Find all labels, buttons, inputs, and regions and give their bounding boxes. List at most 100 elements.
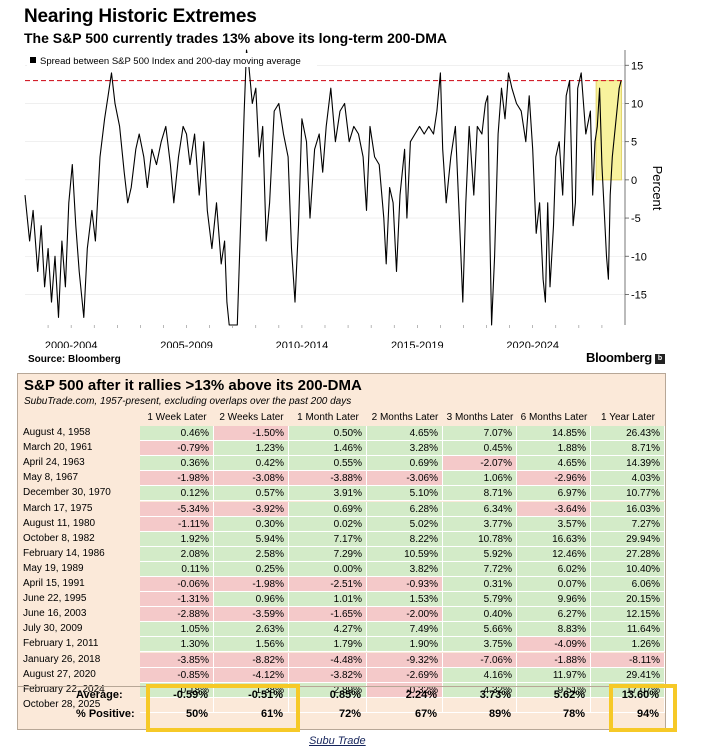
table-cell: 9.96% (517, 592, 591, 608)
table-row: June 22, 1995 -1.31% 0.96% 1.01% 1.53% 5.79% 9… (18, 592, 667, 608)
table-cell: 4.65% (367, 426, 443, 441)
column-header: 1 Month Later (297, 412, 359, 423)
table-row: May 19, 1989 0.11% 0.25% 0.00% 3.82% 7.72% 6.0… (18, 561, 667, 577)
summary-value: 89% (488, 708, 511, 720)
table-cell: 1.26% (591, 637, 665, 653)
table-row: August 11, 1980 -1.11% 0.30% 0.02% 5.02% 3.77… (18, 516, 667, 532)
table-cell: -2.69% (367, 667, 443, 683)
summary-divider (18, 686, 667, 687)
table-cell: 4.16% (443, 667, 517, 683)
table-cell: 12.15% (591, 607, 665, 623)
row-date: March 20, 1961 (23, 442, 93, 454)
y-tick-label: -5 (631, 213, 641, 225)
plot-area (25, 50, 625, 325)
table-cell: 3.28% (367, 441, 443, 457)
x-tick-label: 2015-2019 (391, 340, 444, 348)
row-date: January 26, 2018 (23, 653, 101, 665)
table-cell: 0.31% (443, 577, 517, 592)
table-header-row: 1 Week Later 2 Weeks Later 1 Month Later 2 … (18, 412, 667, 426)
summary-value: 3.73% (479, 689, 511, 701)
row-date: April 15, 1991 (23, 578, 85, 589)
y-tick-label: 5 (631, 137, 637, 149)
bloomberg-logo-icon: b (654, 353, 665, 364)
table-cell: 0.36% (140, 456, 214, 472)
table-cell: 7.07% (443, 426, 517, 441)
table-cell: 2.08% (140, 546, 214, 562)
column-header: 1 Year Later (601, 412, 655, 423)
table-cell: 7.17% (289, 531, 367, 547)
table-cell: 1.79% (289, 637, 367, 653)
table-cell: -4.48% (289, 652, 367, 668)
table-cell: 6.02% (517, 561, 591, 577)
row-date: December 30, 1970 (23, 487, 111, 499)
table-cell: 3.75% (443, 637, 517, 653)
table-cell (214, 697, 289, 713)
table-cell (591, 697, 665, 713)
table-cell: -0.93% (367, 577, 443, 592)
table-row: February 14, 1986 2.08% 2.58% 7.29% 10.59% 5.… (18, 546, 667, 562)
row-date: June 16, 2003 (23, 608, 87, 620)
table-cell: 27.28% (591, 546, 665, 562)
table-cell: 20.15% (591, 592, 665, 608)
row-date: October 8, 1982 (23, 532, 95, 544)
table-cell: 7.29% (289, 546, 367, 562)
table-row: February 1, 2011 1.30% 1.56% 1.79% 1.90% 3.75… (18, 637, 667, 653)
bloomberg-brand: Bloomberg b (586, 350, 665, 365)
table-cell: -8.82% (214, 652, 289, 668)
table-cell: 14.85% (517, 426, 591, 441)
chart-subtitle: The S&P 500 currently trades 13% above i… (24, 30, 447, 46)
table-cell: 16.03% (591, 501, 665, 517)
table-cell: 6.27% (517, 607, 591, 623)
table-cell: -3.88% (289, 471, 367, 487)
footer-link-subu-trade[interactable]: Subu Trade (309, 735, 366, 747)
row-date: July 30, 2009 (23, 623, 83, 635)
summary-label: % Positive: (76, 708, 135, 720)
table-cell: -1.65% (289, 607, 367, 623)
column-header: 6 Months Later (520, 412, 588, 423)
row-date: February 1, 2011 (23, 638, 99, 650)
y-tick-label: -10 (631, 251, 647, 263)
table-cell: 1.56% (214, 637, 289, 653)
table-cell: -1.11% (140, 516, 214, 532)
table-cell: 0.55% (289, 456, 367, 472)
table-cell: -1.98% (140, 471, 214, 487)
table-cell: 0.46% (140, 426, 214, 441)
table-cell: -5.34% (140, 501, 214, 517)
table-cell: -2.88% (140, 607, 214, 623)
table-cell: 0.96% (214, 592, 289, 608)
y-axis-label: Percent (650, 166, 665, 211)
table-cell: -7.06% (443, 652, 517, 668)
table-cell: 26.43% (591, 426, 665, 441)
legend-box (27, 53, 317, 67)
table-cell: 8.71% (443, 486, 517, 502)
table-cell: 0.40% (443, 607, 517, 623)
x-tick-label: 2005-2009 (160, 340, 213, 348)
table-cell: -2.51% (289, 577, 367, 592)
table-cell: 0.00% (289, 561, 367, 577)
summary-value: 13.60% (621, 689, 659, 701)
table-cell: 1.05% (140, 622, 214, 638)
x-tick-label: 2000-2004 (45, 340, 98, 348)
table-cell: 1.30% (140, 637, 214, 653)
summary-value: 94% (636, 708, 659, 720)
table-row: July 30, 2009 1.05% 2.63% 4.27% 7.49% 5.66% 8.… (18, 622, 667, 638)
spread-line-chart: 15 10 5 0 -5 -10 -15 2000-2004 2005-2009 2010-20… (24, 49, 665, 348)
table-cell: 0.11% (140, 561, 214, 577)
summary-value: -0.59% (173, 689, 208, 701)
table-cell: 2.63% (214, 622, 289, 638)
row-date: June 22, 1995 (23, 593, 87, 605)
table-cell: 1.23% (214, 441, 289, 457)
column-header: 2 Months Later (371, 412, 439, 423)
table-cell: 1.06% (443, 471, 517, 487)
table-cell: -8.11% (591, 652, 665, 668)
row-date: August 27, 2020 (23, 668, 96, 680)
table-cell: -1.31% (140, 592, 214, 608)
table-cell (517, 697, 591, 713)
summary-value: 5.62% (553, 689, 585, 701)
table-cell: 5.02% (367, 516, 443, 532)
highlight-box-short-term (146, 684, 300, 732)
table-row: October 28, 2025 (18, 697, 667, 713)
table-cell (289, 697, 367, 713)
table-cell: 4.03% (591, 471, 665, 487)
table-cell: 0.57% (214, 486, 289, 502)
